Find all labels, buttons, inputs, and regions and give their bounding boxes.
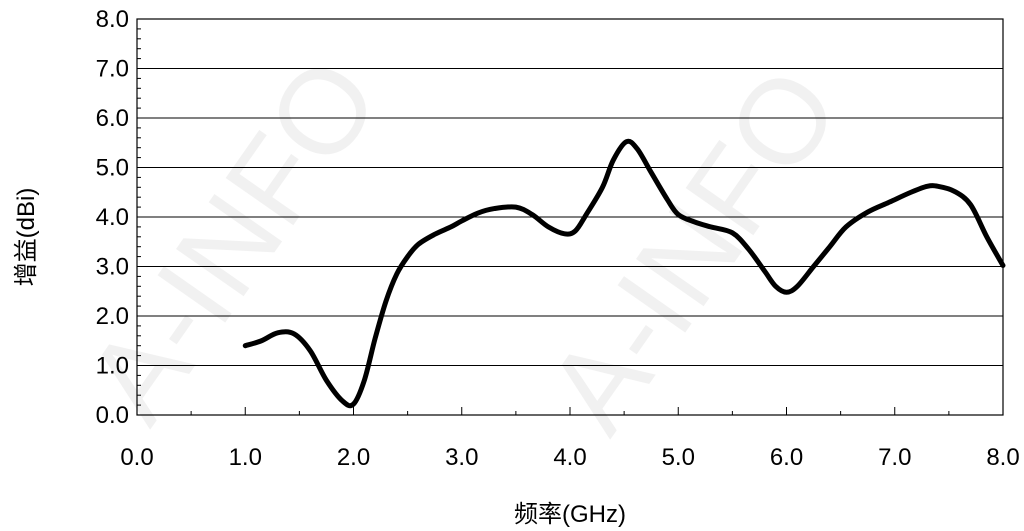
y-axis-title: 增益(dBi) bbox=[13, 188, 40, 287]
x-tick-label: 5.0 bbox=[662, 444, 695, 471]
x-tick-label: 7.0 bbox=[878, 444, 911, 471]
y-tick-label: 4.0 bbox=[96, 204, 129, 231]
x-axis-title: 频率(GHz) bbox=[514, 501, 626, 528]
y-tick-label: 7.0 bbox=[96, 56, 129, 83]
x-tick-label: 3.0 bbox=[445, 444, 478, 471]
x-tick-label: 1.0 bbox=[229, 444, 262, 471]
x-axis-ticks: 0.0 1.0 2.0 3.0 4.0 5.0 6.0 7.0 8.0 bbox=[120, 407, 1020, 471]
x-tick-label: 4.0 bbox=[553, 444, 586, 471]
x-tick-label: 8.0 bbox=[986, 444, 1019, 471]
y-tick-label: 8.0 bbox=[96, 6, 129, 33]
y-axis-ticks: 0.0 1.0 2.0 3.0 4.0 5.0 6.0 7.0 8.0 bbox=[96, 6, 145, 429]
x-tick-label: 6.0 bbox=[770, 444, 803, 471]
y-tick-label: 5.0 bbox=[96, 155, 129, 182]
x-tick-label: 0.0 bbox=[120, 444, 153, 471]
gain-series-line bbox=[242, 138, 1006, 409]
y-tick-label: 1.0 bbox=[96, 353, 129, 380]
y-tick-label: 0.0 bbox=[96, 402, 129, 429]
watermark-text: A-INFO bbox=[522, 45, 865, 455]
y-tick-label: 2.0 bbox=[96, 303, 129, 330]
watermark-text: A-INFO bbox=[62, 35, 405, 445]
y-tick-label: 6.0 bbox=[96, 105, 129, 132]
y-tick-label: 3.0 bbox=[96, 254, 129, 281]
x-tick-label: 2.0 bbox=[337, 444, 370, 471]
